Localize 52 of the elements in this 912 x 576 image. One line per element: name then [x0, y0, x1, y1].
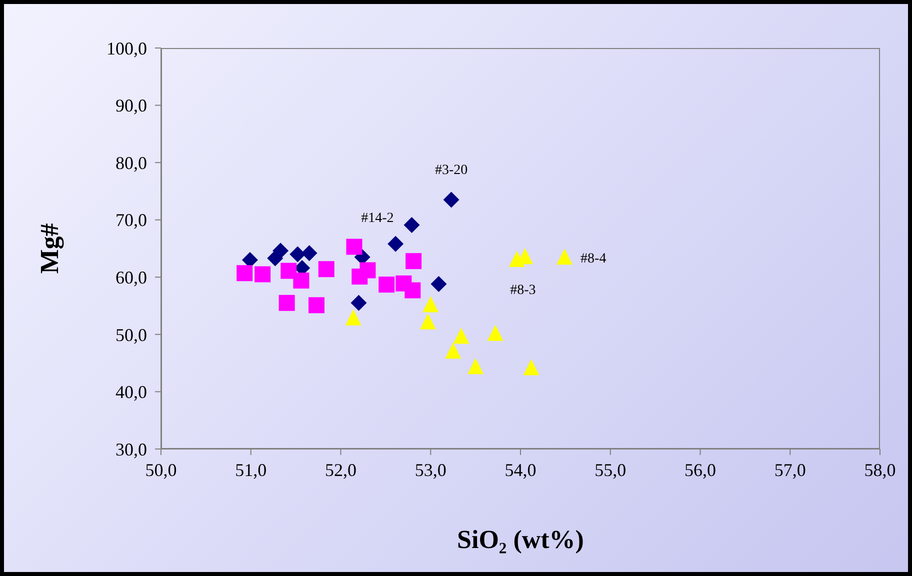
point: [378, 276, 395, 293]
point: [445, 342, 462, 359]
point: [293, 272, 310, 289]
point: [318, 261, 334, 278]
point: [388, 236, 404, 252]
x-tick-label: 52,0: [325, 460, 356, 480]
point: [523, 359, 540, 376]
x-tick-label: 53,0: [414, 460, 446, 480]
x-tick-label: 50,0: [145, 460, 177, 480]
x-tick-label: 56,0: [684, 460, 716, 480]
point: [468, 358, 484, 374]
x-axis-title: SiO₂ (wt%): [457, 525, 584, 554]
annotation: #14-2: [361, 210, 394, 226]
annotation: #8-4: [580, 252, 606, 267]
y-tick-label: 80,0: [116, 152, 147, 173]
point: [301, 245, 318, 262]
y-tick-label: 40,0: [116, 382, 147, 402]
point: [350, 294, 367, 311]
x-tick-label: 51,0: [235, 460, 267, 480]
y-axis-title: Mg#: [35, 223, 64, 274]
point: [404, 282, 421, 298]
point: [420, 313, 436, 330]
x-tick-label: 54,0: [504, 460, 536, 480]
point: [308, 297, 324, 314]
x-tick-label: 55,0: [594, 460, 626, 480]
y-tick-label: 70,0: [116, 210, 147, 230]
point: [278, 294, 295, 311]
point: [453, 328, 470, 344]
y-tick-label: 100,0: [106, 38, 147, 58]
point: [290, 246, 306, 262]
x-tick-label: 57,0: [774, 460, 806, 480]
point: [352, 268, 368, 285]
y-tick-label: 50,0: [116, 324, 147, 345]
point: [443, 192, 460, 208]
point: [430, 276, 447, 292]
y-tick-label: 90,0: [116, 96, 147, 116]
y-tick-label: 30,0: [116, 439, 147, 460]
point: [345, 309, 362, 326]
point: [346, 238, 362, 255]
point: [254, 266, 271, 282]
x-tick-label: 58,0: [864, 460, 896, 480]
point: [404, 217, 420, 234]
y-tick-label: 60,0: [116, 268, 147, 288]
point: [487, 324, 504, 341]
point: [556, 248, 573, 265]
annotation: #8-3: [510, 282, 536, 298]
point: [280, 262, 297, 279]
point: [272, 242, 289, 259]
point: [422, 296, 439, 312]
point: [406, 253, 422, 270]
annotation: #3-20: [434, 162, 468, 178]
point: [236, 265, 253, 282]
